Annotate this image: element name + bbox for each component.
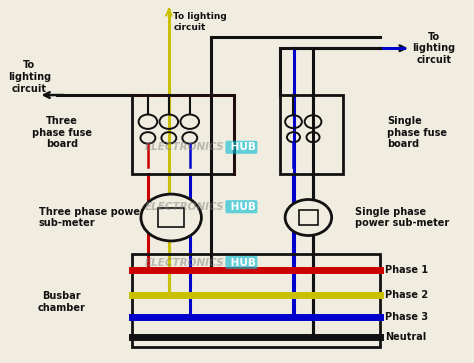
Text: HUB: HUB [227, 142, 256, 152]
Text: Single
phase fuse
board: Single phase fuse board [387, 116, 447, 150]
Bar [132, 253, 381, 347]
Text: Busbar
chamber: Busbar chamber [38, 291, 86, 313]
Text: ELECTRONICS: ELECTRONICS [145, 258, 225, 268]
Text: To lighting
circuit: To lighting circuit [173, 12, 227, 32]
Text: Three phase power
sub-meter: Three phase power sub-meter [38, 207, 145, 228]
Bar [158, 208, 184, 228]
Text: Neutral: Neutral [385, 332, 427, 342]
Text: Phase 1: Phase 1 [385, 265, 428, 275]
Bar [281, 95, 343, 174]
Circle shape [285, 200, 332, 236]
Text: Phase 2: Phase 2 [385, 290, 428, 300]
Circle shape [141, 194, 201, 241]
Bar [299, 210, 318, 225]
Text: ELECTRONICS: ELECTRONICS [145, 142, 225, 152]
Text: To
lighting
circuit: To lighting circuit [8, 60, 51, 94]
Text: Three
phase fuse
board: Three phase fuse board [32, 116, 92, 150]
Text: ELECTRONICS: ELECTRONICS [145, 202, 225, 212]
Text: Phase 3: Phase 3 [385, 311, 428, 322]
Text: To
lighting
circuit: To lighting circuit [412, 32, 456, 65]
Text: Single phase
power sub-meter: Single phase power sub-meter [355, 207, 449, 228]
Text: HUB: HUB [227, 258, 256, 268]
Bar [132, 95, 234, 174]
Text: HUB: HUB [227, 202, 256, 212]
